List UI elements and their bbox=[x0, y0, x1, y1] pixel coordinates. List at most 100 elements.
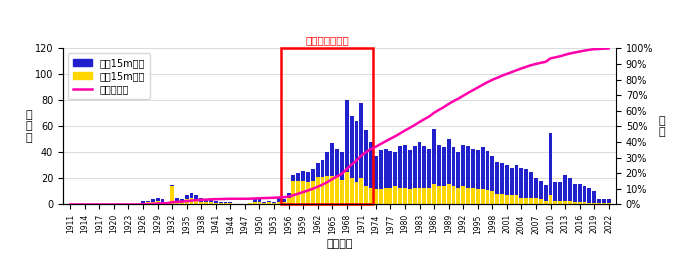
Bar bbox=[311, 169, 315, 181]
Text: 高度経済成長期: 高度経済成長期 bbox=[305, 35, 349, 45]
Bar bbox=[262, 202, 266, 203]
Bar bbox=[573, 202, 577, 204]
Bar bbox=[190, 198, 193, 204]
Bar bbox=[369, 187, 373, 204]
Bar bbox=[165, 203, 169, 204]
Bar bbox=[403, 145, 407, 187]
Bar bbox=[587, 187, 592, 203]
Bar bbox=[539, 181, 542, 199]
Bar bbox=[165, 202, 169, 203]
Bar bbox=[519, 168, 524, 198]
Bar bbox=[359, 178, 363, 204]
Bar bbox=[190, 193, 193, 198]
Bar bbox=[486, 151, 489, 190]
Bar bbox=[559, 201, 562, 204]
Bar bbox=[330, 143, 334, 176]
Bar bbox=[568, 178, 572, 201]
Bar bbox=[369, 142, 373, 187]
Bar bbox=[204, 199, 208, 202]
Bar bbox=[214, 203, 218, 204]
Bar bbox=[175, 198, 179, 201]
Bar bbox=[514, 195, 519, 204]
Bar bbox=[403, 187, 407, 204]
Bar bbox=[408, 150, 412, 189]
Bar bbox=[529, 172, 533, 198]
Bar bbox=[519, 198, 524, 204]
Bar bbox=[592, 203, 596, 204]
Bar bbox=[277, 198, 281, 202]
Bar bbox=[582, 202, 587, 204]
Bar bbox=[607, 199, 610, 203]
Bar bbox=[253, 199, 256, 202]
Bar bbox=[345, 172, 349, 204]
Bar bbox=[398, 146, 402, 187]
Bar bbox=[476, 150, 480, 189]
Y-axis label: 累
積: 累 積 bbox=[658, 116, 665, 137]
Bar bbox=[495, 194, 499, 204]
Bar bbox=[272, 203, 276, 204]
Bar bbox=[185, 195, 188, 199]
Bar bbox=[422, 187, 426, 204]
Bar bbox=[432, 184, 436, 204]
Bar bbox=[218, 203, 223, 204]
Bar bbox=[510, 195, 514, 204]
Bar bbox=[437, 186, 441, 204]
Bar bbox=[607, 203, 610, 204]
Bar bbox=[389, 151, 393, 187]
Bar bbox=[330, 176, 334, 204]
Bar bbox=[563, 201, 567, 204]
Bar bbox=[291, 181, 295, 204]
Bar bbox=[146, 202, 150, 204]
Bar bbox=[350, 116, 354, 178]
Bar bbox=[321, 177, 325, 204]
Bar bbox=[282, 199, 286, 202]
Bar bbox=[452, 186, 456, 204]
Bar bbox=[185, 199, 188, 204]
Bar bbox=[291, 175, 295, 181]
Bar bbox=[218, 202, 223, 203]
Bar bbox=[456, 153, 461, 187]
Bar bbox=[306, 172, 310, 182]
Bar bbox=[296, 173, 300, 181]
Bar bbox=[170, 185, 174, 186]
Bar bbox=[204, 202, 208, 204]
Bar bbox=[374, 189, 378, 204]
Bar bbox=[592, 192, 596, 203]
Bar bbox=[379, 189, 383, 204]
Bar bbox=[393, 153, 397, 186]
Bar bbox=[321, 160, 325, 177]
Bar bbox=[534, 178, 538, 198]
Bar bbox=[524, 169, 528, 198]
Bar bbox=[432, 129, 436, 184]
Bar bbox=[602, 199, 606, 203]
Bar bbox=[359, 103, 363, 178]
Bar bbox=[267, 202, 271, 204]
Bar bbox=[500, 163, 504, 194]
Bar bbox=[554, 201, 557, 204]
Bar bbox=[510, 168, 514, 195]
Bar bbox=[418, 142, 421, 187]
Bar bbox=[491, 192, 494, 204]
Bar bbox=[549, 133, 552, 195]
Bar bbox=[524, 198, 528, 204]
Bar bbox=[447, 184, 451, 204]
Bar bbox=[253, 202, 256, 204]
Bar bbox=[316, 177, 320, 204]
X-axis label: 建設年度: 建設年度 bbox=[326, 239, 353, 249]
Bar bbox=[335, 177, 339, 204]
Bar bbox=[505, 165, 509, 195]
Bar bbox=[393, 186, 397, 204]
Bar bbox=[340, 153, 344, 180]
Bar bbox=[306, 182, 310, 204]
Bar bbox=[413, 187, 416, 204]
Bar bbox=[223, 203, 228, 204]
Bar bbox=[199, 198, 203, 202]
Bar bbox=[160, 202, 164, 204]
Bar bbox=[422, 146, 426, 187]
Bar bbox=[223, 202, 228, 203]
Bar bbox=[452, 147, 456, 186]
Bar bbox=[505, 195, 509, 204]
Bar bbox=[447, 139, 451, 184]
Bar bbox=[150, 202, 155, 204]
Bar bbox=[466, 187, 470, 204]
